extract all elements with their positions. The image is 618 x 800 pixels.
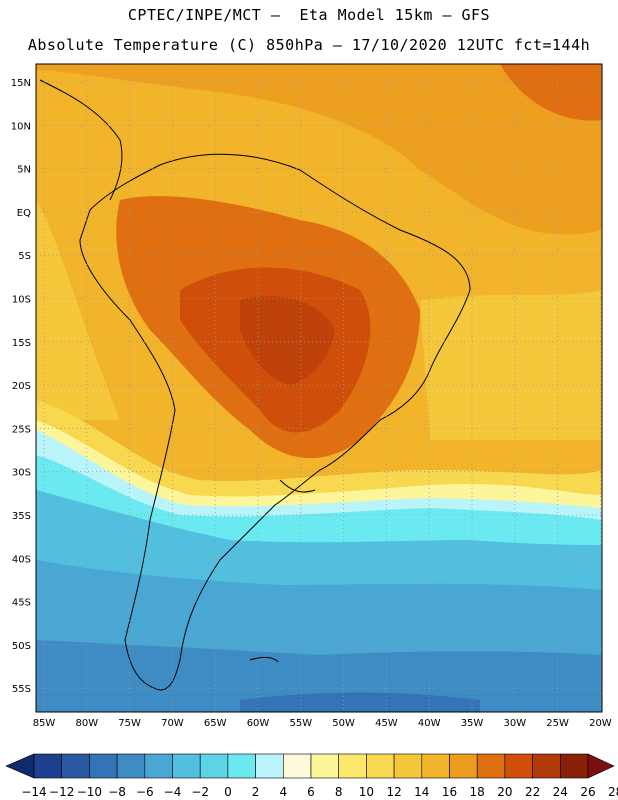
latitude-labels: 15N 10N 5N EQ 5S 10S 15S 20S 25S 30S 35S 40S 45S 50S 5… <box>11 78 31 695</box>
longitude-label: 30W <box>503 718 526 729</box>
title-line-2: Absolute Temperature (C) 850hPa – 17/10/… <box>27 36 591 54</box>
colorbar-segment <box>199 753 229 779</box>
longitude-label: 25W <box>546 718 569 729</box>
longitude-label: 40W <box>418 718 441 729</box>
colorbar-segment <box>393 753 423 779</box>
colorbar-tick-label: 24 <box>553 785 568 799</box>
colorbar-underflow-triangle <box>5 753 35 779</box>
latitude-label: 5N <box>17 165 31 176</box>
colorbar-overflow-triangle <box>587 753 615 779</box>
longitude-label: 75W <box>118 718 141 729</box>
colorbar-segment <box>144 753 173 779</box>
colorbar-tick-label: 4 <box>279 785 287 799</box>
colorbar-tick-label: 22 <box>525 785 540 799</box>
colorbar-segment <box>61 753 90 779</box>
colorbar-tick-label: 0 <box>224 785 232 799</box>
latitude-label: 5S <box>18 251 31 262</box>
colorbar <box>5 753 615 779</box>
colorbar-tick-label: 10 <box>359 785 374 799</box>
colorbar-segment <box>227 753 256 779</box>
colorbar-tick-label: −14 <box>21 785 46 799</box>
colorbar-labels: −14 −12 −10 −8 −6 −4 −2 0 2 4 6 8 10 12 14 16 18 20 22 24 26… <box>21 785 618 799</box>
colorbar-segment <box>89 753 118 779</box>
colorbar-tick-label: 18 <box>470 785 485 799</box>
latitude-label: 30S <box>12 468 31 479</box>
plot-frame <box>35 63 603 713</box>
latitude-label: 10N <box>11 121 31 132</box>
continent-outline <box>39 79 471 691</box>
longitude-labels: 85W 80W 75W 70W 65W 60W 55W 50W 45W 40W 35W 30W 25W 2… <box>33 718 612 729</box>
latitude-label: 15N <box>11 78 31 89</box>
colorbar-segment <box>532 753 561 779</box>
longitude-label: 45W <box>375 718 398 729</box>
latitude-label: 45S <box>12 598 31 609</box>
colorbar-tick-label: 28 <box>608 785 618 799</box>
colorbar-segment <box>421 753 450 779</box>
longitude-label: 20W <box>589 718 612 729</box>
longitude-label: 55W <box>289 718 312 729</box>
colorbar-tick-label: 2 <box>252 785 260 799</box>
colorbar-segment <box>310 753 340 779</box>
colorbar-segment <box>282 753 312 779</box>
colorbar-tick-label: 6 <box>307 785 315 799</box>
graticule <box>36 64 602 712</box>
colorbar-segment <box>559 753 589 779</box>
latitude-label: 35S <box>12 511 31 522</box>
colorbar-segment <box>116 753 146 779</box>
latitude-label: 10S <box>12 295 31 306</box>
colorbar-segment <box>449 753 478 779</box>
colorbar-tick-label: −10 <box>77 785 102 799</box>
colorbar-tick-label: 16 <box>442 785 457 799</box>
latitude-label: 40S <box>12 554 31 565</box>
temperature-field <box>36 64 602 712</box>
colorbar-segment <box>172 753 201 779</box>
colorbar-tick-label: 26 <box>580 785 595 799</box>
colorbar-tick-label: −6 <box>136 785 154 799</box>
latitude-label: 25S <box>12 424 31 435</box>
longitude-label: 85W <box>33 718 56 729</box>
colorbar-tick-label: 14 <box>414 785 429 799</box>
colorbar-tick-label: −2 <box>191 785 209 799</box>
colorbar-tick-label: 8 <box>335 785 343 799</box>
latitude-label: 20S <box>12 381 31 392</box>
longitude-label: 80W <box>75 718 98 729</box>
colorbar-segment <box>504 753 533 779</box>
longitude-label: 70W <box>161 718 184 729</box>
longitude-label: 50W <box>332 718 355 729</box>
colorbar-tick-label: −4 <box>164 785 182 799</box>
longitude-label: 65W <box>204 718 227 729</box>
colorbar-tick-label: 12 <box>386 785 401 799</box>
title-line-1: CPTEC/INPE/MCT – Eta Model 15km – GFS <box>127 6 491 24</box>
latitude-label: 50S <box>12 641 31 652</box>
colorbar-tick-label: 20 <box>497 785 512 799</box>
colorbar-segment <box>366 753 395 779</box>
colorbar-segment <box>476 753 506 779</box>
colorbar-segment <box>33 753 63 779</box>
latitude-label: 55S <box>12 684 31 695</box>
longitude-label: 35W <box>461 718 484 729</box>
colorbar-tick-label: −12 <box>49 785 74 799</box>
colorbar-tick-label: −8 <box>108 785 126 799</box>
latitude-label: 15S <box>12 338 31 349</box>
colorbar-segment <box>338 753 367 779</box>
colorbar-segment <box>255 753 284 779</box>
longitude-label: 60W <box>247 718 270 729</box>
latitude-label: EQ <box>17 208 31 219</box>
